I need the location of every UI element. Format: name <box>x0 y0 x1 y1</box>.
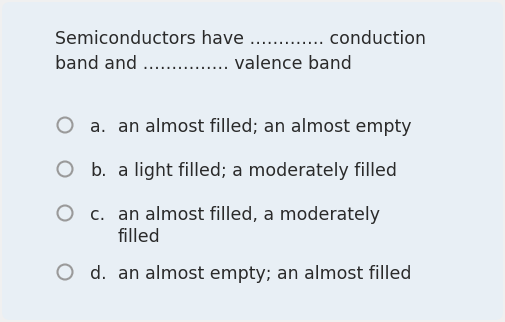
Text: a.: a. <box>90 118 106 136</box>
Text: a light filled; a moderately filled: a light filled; a moderately filled <box>118 162 397 180</box>
Text: d.: d. <box>90 265 107 283</box>
Text: an almost filled, a moderately: an almost filled, a moderately <box>118 206 380 224</box>
Text: filled: filled <box>118 228 161 246</box>
FancyBboxPatch shape <box>2 2 503 320</box>
Text: b.: b. <box>90 162 107 180</box>
Text: an almost filled; an almost empty: an almost filled; an almost empty <box>118 118 412 136</box>
Text: Semiconductors have …………. conduction: Semiconductors have …………. conduction <box>55 30 426 48</box>
Text: c.: c. <box>90 206 105 224</box>
Text: an almost empty; an almost filled: an almost empty; an almost filled <box>118 265 412 283</box>
Text: band and …………… valence band: band and …………… valence band <box>55 55 352 73</box>
